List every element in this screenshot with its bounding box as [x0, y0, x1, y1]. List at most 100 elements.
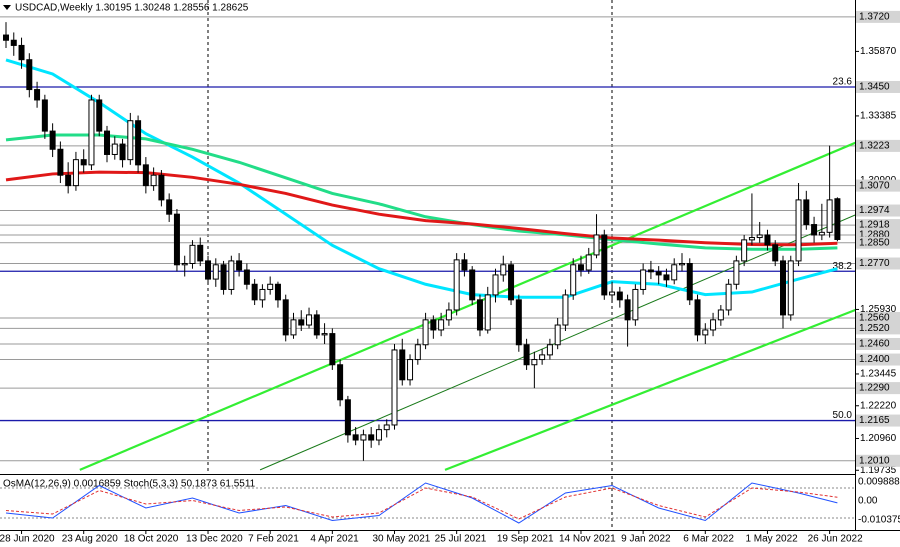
candle-body — [484, 294, 491, 331]
candle-body — [3, 34, 9, 41]
candle-body — [10, 39, 17, 46]
candle-body — [391, 349, 398, 426]
candle-body — [298, 319, 305, 326]
candle-body — [274, 283, 281, 301]
x-tick-label: 1 May 2022 — [745, 534, 798, 545]
candle-body — [104, 130, 111, 155]
level-label-box — [856, 454, 900, 467]
level-label-box — [856, 414, 900, 427]
level-label-box — [856, 219, 900, 232]
candle-body — [135, 120, 142, 166]
indicator-title: OsMA(12,26,9) 0.0016859 Stoch(5,3,3) 50.… — [3, 479, 256, 490]
indicator-axis-label: 0.0098888 — [858, 477, 900, 488]
candle-body — [632, 288, 639, 321]
candle-body — [407, 359, 414, 381]
x-tick-label: 18 Oct 2020 — [124, 534, 179, 545]
x-tick-label: 25 Jul 2021 — [435, 534, 487, 545]
fib-label: 38.2 — [833, 261, 853, 272]
candle-body — [647, 269, 654, 273]
moving-average — [5, 58, 838, 299]
candle-body — [313, 314, 320, 336]
level-label: 1.2770 — [859, 258, 890, 269]
candle-body — [438, 319, 445, 331]
trend-line — [79, 141, 855, 471]
candle-body — [57, 148, 64, 176]
stoch-line — [5, 487, 838, 520]
candle-body — [72, 159, 79, 187]
candle-body — [375, 429, 382, 441]
level-label: 1.2560 — [859, 313, 890, 324]
candle-body — [344, 399, 351, 436]
candle-body — [834, 198, 841, 240]
candle-body — [780, 260, 786, 316]
candle-body — [127, 120, 134, 161]
candle-body — [150, 174, 157, 187]
x-tick-label: 14 Nov 2021 — [559, 534, 616, 545]
level-label-box — [856, 80, 900, 93]
candle-body — [181, 262, 188, 266]
level-label: 1.3450 — [859, 82, 890, 93]
candle-body — [748, 237, 755, 241]
candle-body — [678, 262, 685, 266]
candle-body — [267, 283, 274, 290]
candle-body — [546, 344, 553, 356]
candle-body — [818, 231, 825, 236]
x-tick-label: 13 Dec 2020 — [186, 534, 243, 545]
level-label-box — [856, 382, 900, 395]
y-tick-label: 1.20960 — [860, 433, 897, 444]
candle-body — [772, 244, 779, 262]
candle-body — [655, 271, 662, 276]
level-label: 1.3720 — [859, 12, 890, 23]
chart-title: USDCAD,Weekly 1.30195 1.30248 1.28556 1.… — [15, 3, 249, 14]
candle-body — [306, 314, 313, 326]
candle-body — [158, 174, 165, 201]
candle-body — [197, 244, 204, 262]
y-tick-label: 1.22220 — [860, 400, 897, 411]
candle-body — [539, 354, 546, 361]
level-label: 1.2165 — [859, 415, 890, 426]
candle-body — [34, 89, 41, 101]
candle-body — [243, 269, 250, 285]
trend-line — [444, 308, 855, 471]
y-tick-label: 1.23445 — [860, 369, 897, 380]
candle-body — [360, 434, 367, 441]
candle-body — [570, 264, 577, 296]
indicator-axis-label: -0.010375 — [858, 515, 900, 526]
candle-body — [795, 199, 802, 262]
candle-body — [329, 333, 336, 366]
candle-body — [803, 199, 810, 226]
y-tick-label: 1.35870 — [860, 46, 897, 57]
candle-body — [88, 99, 95, 166]
level-label: 1.2850 — [859, 237, 890, 248]
candle-body — [609, 291, 616, 296]
candle-body — [461, 259, 468, 271]
level-label: 1.2880 — [859, 230, 890, 241]
candle-body — [65, 174, 72, 187]
candle-body — [663, 274, 670, 281]
candle-body — [702, 329, 709, 336]
candle-body — [166, 199, 173, 215]
candle-body — [352, 434, 359, 441]
level-label-box — [856, 322, 900, 335]
y-tick-label: 1.25930 — [860, 304, 897, 315]
candle-body — [399, 349, 406, 381]
candle-body — [508, 264, 515, 301]
menu-arrow[interactable] — [3, 5, 11, 10]
level-label: 1.2918 — [859, 220, 890, 231]
x-tick-label: 9 Jan 2022 — [621, 534, 671, 545]
level-label: 1.2010 — [859, 455, 890, 466]
level-label: 1.2974 — [859, 205, 890, 216]
candle-body — [26, 59, 33, 91]
x-tick-label: 19 Sep 2021 — [497, 534, 554, 545]
candle-body — [733, 260, 740, 285]
candle-body — [259, 288, 266, 301]
candle-body — [228, 260, 235, 290]
candle-body — [577, 264, 584, 271]
x-tick-label: 26 Jun 2022 — [808, 534, 863, 545]
candle-body — [205, 260, 212, 280]
candle-body — [624, 299, 631, 321]
x-tick-label: 23 Aug 2020 — [62, 534, 119, 545]
candle-body — [694, 299, 701, 336]
candle-body — [826, 199, 833, 233]
